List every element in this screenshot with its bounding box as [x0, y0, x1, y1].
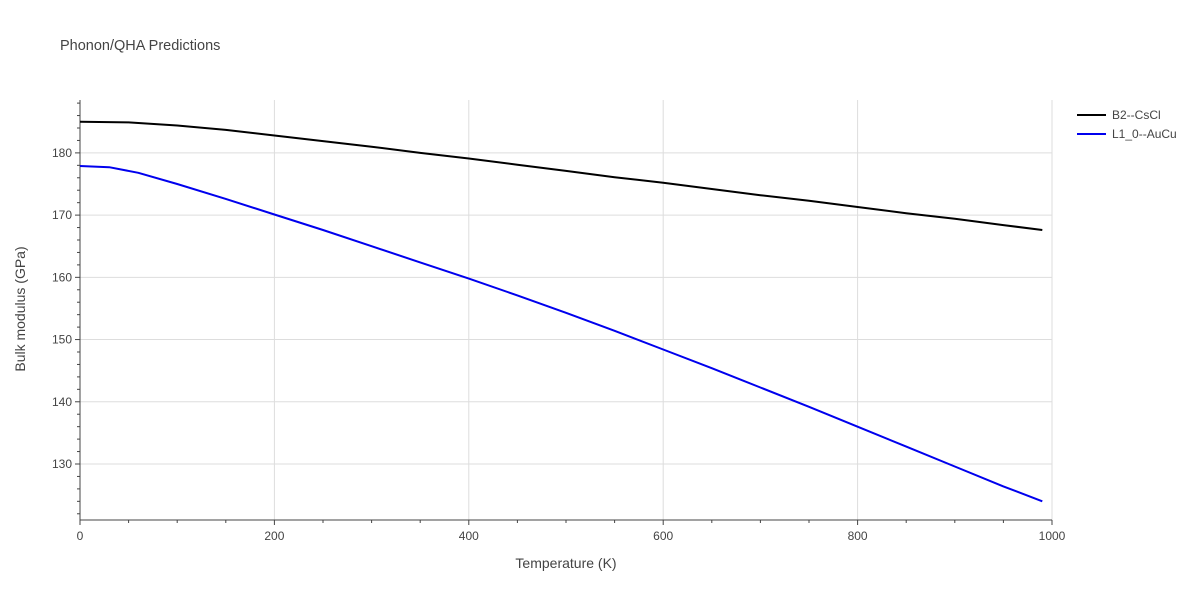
y-tick-label: 170	[52, 208, 72, 222]
chart-title: Phonon/QHA Predictions	[60, 38, 220, 54]
legend: B2--CsCl L1_0--AuCu	[1077, 108, 1177, 141]
y-tick-label: 140	[52, 395, 72, 409]
x-tick-label: 0	[77, 529, 84, 543]
x-tick-label: 400	[459, 529, 479, 543]
x-tick-label: 1000	[1039, 529, 1066, 543]
y-tick-label: 130	[52, 457, 72, 471]
y-tick-label: 180	[52, 146, 72, 160]
gridlines	[80, 100, 1053, 520]
axes: 0 200 400 600 800 1000 130 140 150 160 170 180	[52, 100, 1066, 543]
y-tick-label: 160	[52, 270, 72, 284]
series-lines	[79, 120, 1043, 503]
x-tick-label: 800	[848, 529, 868, 543]
x-tick-label: 200	[264, 529, 284, 543]
x-tick-label: 600	[653, 529, 673, 543]
x-axis-title: Temperature (K)	[515, 555, 616, 571]
y-tick-label: 150	[52, 333, 72, 347]
series-line-0	[79, 120, 1043, 231]
legend-label-0: B2--CsCl	[1112, 108, 1161, 122]
legend-label-1: L1_0--AuCu	[1112, 127, 1177, 141]
y-axis-title: Bulk modulus (GPa)	[12, 246, 28, 371]
series-line-1	[79, 165, 1043, 503]
